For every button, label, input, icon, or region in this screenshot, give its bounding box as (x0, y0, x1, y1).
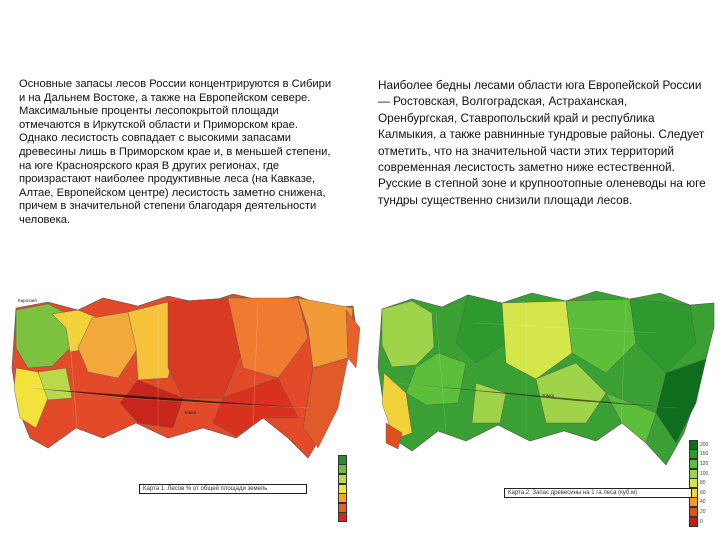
legend-swatch (338, 454, 347, 465)
legend-swatch (689, 449, 698, 460)
map1-label-city: Томск (184, 410, 197, 415)
legend-swatch (338, 483, 347, 494)
legend-swatch (689, 458, 698, 469)
legend-swatch (689, 516, 698, 527)
legend-swatch (689, 439, 698, 450)
legend-swatch (338, 512, 347, 523)
forest-cover-map-graphic (11, 293, 360, 459)
legend-label: 40 (700, 499, 706, 506)
legend-swatch (689, 478, 698, 489)
map2-caption: Карта 2. Запас древесины на 1 га леса (к… (504, 488, 692, 498)
right-paragraph: Наиболее бедны лесами области юга Европе… (378, 78, 706, 207)
legend-swatch (338, 464, 347, 475)
legend-label: 80 (700, 480, 706, 487)
legend-swatch (689, 468, 698, 479)
legend-label: 200 (700, 441, 709, 448)
legend-label: 60 (700, 489, 706, 496)
map2-label-city: Томск (542, 393, 555, 398)
legend-swatch (689, 506, 698, 517)
legend-swatch (338, 473, 347, 484)
timber-stock-map-graphic (377, 290, 715, 466)
legend-label: 100 (700, 470, 709, 477)
map2-legend: 200 150 120 100 80 60 40 20 0 (689, 439, 709, 527)
left-paragraph: Основные запасы лесов России концентриру… (19, 78, 332, 226)
legend-swatch (689, 497, 698, 508)
map1-label-region: Киргизия (18, 298, 37, 303)
legend-swatch (338, 502, 347, 513)
forest-cover-map: Киргизия Томск (8, 288, 360, 500)
map1-caption: Карта 1. Лесов % от общей площади земель (139, 484, 307, 494)
legend-label: 120 (700, 460, 709, 467)
legend-label: 0 (700, 518, 703, 525)
legend-label: 20 (700, 508, 706, 515)
timber-stock-map: Томск (376, 283, 716, 505)
map1-legend (338, 454, 349, 523)
legend-swatch (338, 493, 347, 504)
legend-label: 150 (700, 451, 709, 458)
